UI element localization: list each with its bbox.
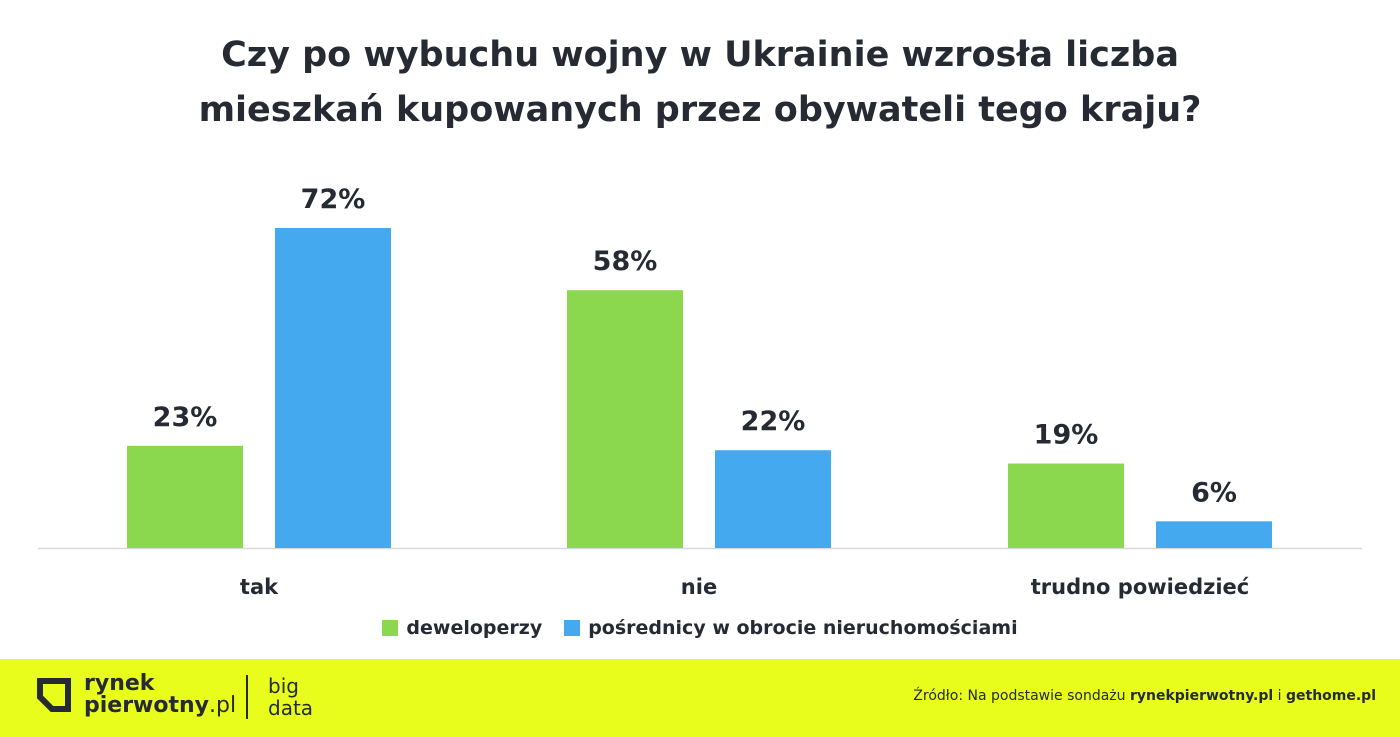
bar-chart: 23% 72% tak 58% 22% nie 19% 6% trudno powiedzieć [38,184,1362,599]
chart-legend: deweloperzy pośrednicy w obrocie nieruch… [0,617,1400,639]
bar-posrednicy-0 [275,228,391,548]
rynekpierwotny-logo: rynek pierwotny.pl [36,673,236,717]
bar-posrednicy-2 [1156,521,1272,548]
data-label-posrednicy-0: 72% [301,184,366,215]
bigdata-line1: big [268,674,299,698]
source-note: Źródło: Na podstawie sondażu rynekpierwo… [913,688,1376,704]
chart-title-line1: Czy po wybuchu wojny w Ukrainie wzrosła … [221,35,1179,75]
data-label-deweloperzy-0: 23% [153,402,218,433]
legend-label-deweloperzy: deweloperzy [406,617,543,639]
data-label-deweloperzy-1: 58% [593,246,658,277]
bar-posrednicy-1 [715,450,831,548]
logo-line2-light: .pl [209,693,237,718]
data-label-posrednicy-2: 6% [1191,477,1237,508]
bar-deweloperzy-0 [127,445,243,548]
source-site-2: gethome.pl [1285,688,1376,704]
category-label-2: trudno powiedzieć [1031,575,1250,599]
footer-divider [246,675,248,719]
source-site-1: rynekpierwotny.pl [1129,688,1274,704]
footer-bar: rynek pierwotny.pl big data Źródło: Na p… [0,659,1400,737]
legend-label-posrednicy: pośrednicy w obrocie nieruchomościami [588,617,1018,639]
bar-deweloperzy-2 [1008,463,1124,548]
source-prefix: Źródło: Na podstawie sondażu [913,688,1130,704]
legend-swatch-deweloperzy [382,620,399,636]
logo-line2: pierwotny.pl [84,695,236,717]
logo-square-icon [37,678,71,712]
chart-title-line2: mieszkań kupowanych przez obywateli tego… [198,89,1202,130]
logo-wordmark: rynek pierwotny.pl [84,673,236,717]
legend-item-deweloperzy: deweloperzy [382,617,542,639]
legend-swatch-posrednicy [564,620,581,636]
logo-line2-bold: pierwotny [84,693,210,718]
logo-line1: rynek [84,671,155,696]
category-label-1: nie [681,575,717,599]
chart-title: Czy po wybuchu wojny w Ukrainie wzrosła … [0,28,1400,138]
data-label-posrednicy-1: 22% [741,406,806,437]
source-and: i [1273,688,1286,704]
bar-deweloperzy-1 [567,290,683,548]
data-label-deweloperzy-2: 19% [1034,420,1099,451]
legend-item-posrednicy: pośrednicy w obrocie nieruchomościami [564,617,1018,639]
bigdata-logo: big data [268,675,313,719]
bigdata-line2: data [268,696,314,720]
category-label-0: tak [240,575,279,599]
